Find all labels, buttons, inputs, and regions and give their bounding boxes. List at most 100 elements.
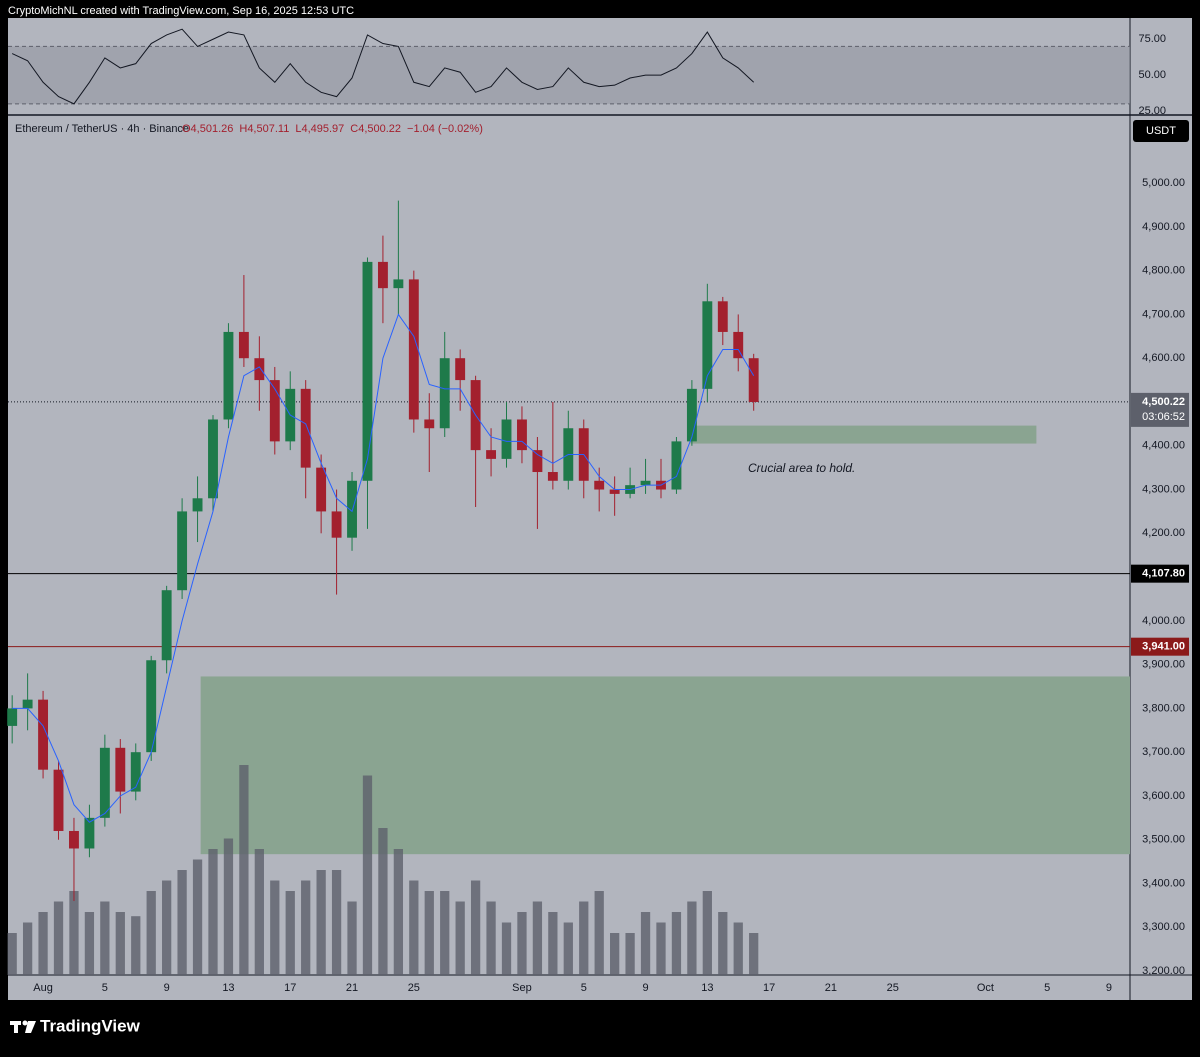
candle-body: [717, 301, 728, 332]
volume-bar: [563, 922, 573, 975]
symbol: Ethereum / TetherUS · 4h · Binance: [15, 123, 189, 135]
candle-body: [362, 261, 373, 481]
volume-bar: [733, 922, 743, 975]
y-tick-label: 3,600.00: [1142, 790, 1185, 802]
candle-body: [69, 830, 79, 849]
volume-bar: [53, 901, 64, 975]
y-tick-label: 4,400.00: [1142, 440, 1185, 452]
volume-bar: [22, 922, 33, 975]
volume-bar: [69, 891, 79, 975]
x-tick-label: 9: [1106, 982, 1112, 994]
candle-body: [733, 331, 744, 359]
y-tick-label: 4,300.00: [1142, 483, 1185, 495]
candle-body: [238, 331, 249, 359]
tv-logo: [10, 1020, 36, 1033]
x-tick-label: 17: [763, 982, 775, 994]
candle-body: [161, 590, 172, 661]
volume-bar: [270, 880, 280, 975]
volume-bar: [718, 912, 728, 975]
candle-body: [640, 480, 651, 486]
volume-bar: [610, 933, 620, 975]
x-tick-label: Oct: [977, 982, 994, 994]
volume-bar: [331, 870, 342, 975]
ohlc-value: L4,495.97: [295, 123, 344, 135]
candle-body: [146, 660, 157, 753]
volume-bar: [301, 880, 311, 975]
volume-bar: [362, 775, 373, 975]
currency-badge: [1133, 120, 1189, 142]
candle-body: [686, 388, 697, 442]
ohlc-value: H4,507.11: [239, 123, 289, 135]
x-tick-label: 9: [642, 982, 648, 994]
candle-body: [223, 331, 234, 420]
candle-body: [192, 498, 203, 512]
header-title: CryptoMichNL created with TradingView.co…: [8, 5, 354, 17]
y-tick-label: 3,400.00: [1142, 877, 1185, 889]
last-price-badge: [1131, 392, 1189, 427]
last-price-label: 4,500.22: [1142, 396, 1185, 408]
moving-average: [12, 313, 755, 823]
volume-bar: [470, 880, 481, 975]
volume-bar: [7, 933, 17, 975]
x-tick-label: 13: [701, 982, 713, 994]
zone: [200, 676, 1131, 855]
volume-bar: [84, 912, 95, 975]
x-tick-label: 5: [102, 982, 108, 994]
y-tick-label: 5,000.00: [1142, 177, 1185, 189]
volume-bar: [640, 912, 651, 975]
y-tick-label: 4,600.00: [1142, 352, 1185, 364]
volume-bar: [409, 880, 419, 975]
x-tick-label: 5: [1044, 982, 1050, 994]
rsi-tick-label: 75.00: [1138, 33, 1166, 45]
candle-body: [501, 419, 512, 459]
volume-bar: [749, 933, 759, 975]
x-tick-label: Sep: [512, 982, 532, 994]
x-tick-label: 13: [222, 982, 234, 994]
volume-bar: [115, 912, 125, 975]
candle-body: [377, 261, 388, 289]
rsi-tick-label: 25.00: [1138, 105, 1166, 117]
candle-body: [439, 358, 450, 429]
candle-body: [22, 699, 33, 709]
y-tick-label: 3,900.00: [1142, 659, 1185, 671]
candle-body: [547, 472, 558, 481]
rsi-tick-label: 50.00: [1138, 69, 1166, 81]
y-tick-label: 3,700.00: [1142, 746, 1185, 758]
volume-bar: [347, 901, 357, 975]
candle-body: [38, 699, 49, 770]
candle-body: [748, 358, 759, 402]
x-tick-label: 25: [408, 982, 420, 994]
volume-bar: [687, 901, 697, 975]
candle-body: [486, 450, 497, 459]
y-tick-label: 4,000.00: [1142, 615, 1185, 627]
candle-body: [208, 419, 218, 499]
candle-body: [393, 279, 404, 289]
candle-body: [130, 752, 141, 792]
volume-bar: [378, 828, 388, 975]
volume-bar: [517, 912, 527, 975]
volume-bar: [455, 901, 465, 975]
candle-body: [517, 419, 527, 451]
x-tick-label: 21: [346, 982, 358, 994]
volume-bar: [393, 849, 404, 975]
rsi-band: [8, 46, 1130, 104]
y-tick-label: 4,200.00: [1142, 527, 1185, 539]
volume-bar: [671, 912, 682, 975]
volume-bar: [192, 859, 203, 975]
candle-body: [115, 747, 126, 792]
y-tick-label: 3,200.00: [1142, 965, 1185, 977]
candle-body: [594, 480, 605, 490]
candle-body: [254, 358, 265, 381]
brand: TradingView: [40, 1016, 141, 1035]
currency: USDT: [1146, 125, 1176, 137]
y-tick-label: 3,500.00: [1142, 834, 1185, 846]
candle-body: [455, 358, 466, 381]
volume-bar: [656, 922, 666, 975]
y-tick-label: 3,300.00: [1142, 921, 1185, 933]
volume-bar: [162, 880, 172, 975]
volume-bar: [146, 891, 156, 975]
candle-body: [84, 817, 95, 849]
candle-body: [316, 467, 327, 512]
ohlc-value: O4,501.26: [182, 123, 233, 135]
